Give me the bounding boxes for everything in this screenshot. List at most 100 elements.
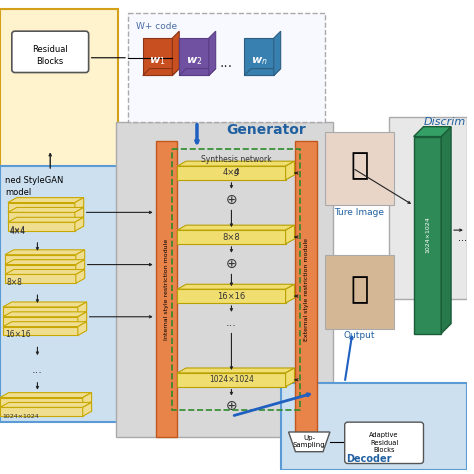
Polygon shape: [177, 166, 286, 180]
Polygon shape: [5, 274, 76, 283]
Polygon shape: [286, 284, 294, 303]
Text: 8×8: 8×8: [223, 233, 240, 241]
Text: Internal style restriction module: Internal style restriction module: [164, 238, 169, 340]
Polygon shape: [0, 402, 91, 407]
Polygon shape: [179, 69, 216, 75]
Bar: [155, 141, 177, 437]
Text: $\boldsymbol{w}_1$: $\boldsymbol{w}_1$: [149, 55, 166, 67]
Text: 👸: 👸: [350, 152, 369, 181]
Text: W+ code: W+ code: [136, 22, 177, 31]
Text: 8×8: 8×8: [7, 278, 23, 287]
Text: 1024×1024: 1024×1024: [2, 414, 39, 419]
Polygon shape: [5, 264, 76, 273]
Polygon shape: [3, 317, 78, 326]
Text: ...: ...: [226, 318, 237, 328]
Polygon shape: [5, 270, 85, 274]
Text: Decoder: Decoder: [346, 454, 392, 464]
Text: $\boldsymbol{w}_2$: $\boldsymbol{w}_2$: [186, 55, 202, 67]
Bar: [0, 166, 118, 422]
Text: 16×16: 16×16: [217, 292, 246, 301]
Polygon shape: [75, 198, 84, 211]
Polygon shape: [289, 432, 330, 452]
Polygon shape: [8, 212, 75, 221]
Text: Output: Output: [344, 331, 375, 340]
Text: ⊕: ⊕: [226, 400, 237, 413]
Bar: [116, 122, 333, 437]
Polygon shape: [173, 31, 179, 75]
Polygon shape: [8, 198, 84, 202]
Bar: [0, 9, 118, 171]
Polygon shape: [177, 284, 294, 289]
Text: 4×4: 4×4: [10, 226, 26, 235]
Polygon shape: [414, 127, 451, 137]
Polygon shape: [75, 217, 84, 231]
Bar: [325, 255, 394, 328]
Polygon shape: [177, 225, 294, 230]
Text: ...: ...: [32, 365, 43, 375]
Polygon shape: [8, 217, 84, 222]
Polygon shape: [177, 161, 294, 166]
Polygon shape: [177, 368, 294, 373]
Text: Discrim: Discrim: [423, 117, 466, 127]
Text: 4×4: 4×4: [223, 168, 240, 177]
Polygon shape: [3, 322, 87, 327]
Polygon shape: [3, 327, 78, 336]
Polygon shape: [286, 161, 294, 180]
Polygon shape: [286, 368, 294, 387]
Polygon shape: [209, 31, 216, 75]
Text: ⊕: ⊕: [226, 192, 237, 207]
Polygon shape: [244, 38, 274, 75]
Polygon shape: [78, 322, 87, 336]
Text: ned StyleGAN
model: ned StyleGAN model: [5, 176, 64, 197]
Text: Synthesis network: Synthesis network: [201, 155, 272, 164]
Polygon shape: [78, 312, 87, 326]
Text: 4×4: 4×4: [10, 227, 26, 236]
Polygon shape: [143, 38, 173, 75]
FancyBboxPatch shape: [12, 31, 89, 73]
Polygon shape: [0, 398, 83, 406]
Bar: [295, 141, 317, 437]
Polygon shape: [8, 202, 75, 211]
Polygon shape: [3, 312, 87, 317]
Polygon shape: [5, 255, 76, 264]
Polygon shape: [274, 31, 281, 75]
Polygon shape: [5, 250, 85, 255]
Polygon shape: [75, 208, 84, 221]
Polygon shape: [76, 250, 85, 264]
Text: ...: ...: [220, 55, 233, 70]
Polygon shape: [8, 222, 75, 231]
Text: Adaptive
Residual
Blocks: Adaptive Residual Blocks: [369, 432, 399, 453]
Text: Residual
Blocks: Residual Blocks: [32, 46, 68, 66]
Bar: [281, 383, 467, 470]
Polygon shape: [177, 230, 286, 244]
Bar: [414, 137, 441, 334]
Polygon shape: [83, 392, 91, 406]
Polygon shape: [179, 38, 209, 75]
Polygon shape: [177, 289, 286, 303]
Bar: [325, 132, 394, 206]
Polygon shape: [3, 302, 87, 307]
Polygon shape: [143, 69, 179, 75]
Text: Generator: Generator: [226, 123, 306, 137]
Text: Up-
Sampling: Up- Sampling: [293, 435, 326, 448]
Polygon shape: [0, 407, 83, 416]
Polygon shape: [0, 392, 91, 398]
FancyBboxPatch shape: [345, 422, 423, 464]
Polygon shape: [83, 402, 91, 416]
Bar: [389, 117, 467, 299]
Polygon shape: [244, 69, 281, 75]
Polygon shape: [5, 260, 85, 264]
Text: ...: ...: [458, 233, 467, 243]
Polygon shape: [8, 208, 84, 212]
Bar: [173, 149, 301, 410]
Text: 1024×1024: 1024×1024: [425, 217, 430, 254]
Text: g: g: [234, 166, 239, 175]
Polygon shape: [286, 225, 294, 244]
Text: External style restriction module: External style restriction module: [304, 237, 309, 341]
Polygon shape: [177, 373, 286, 387]
Polygon shape: [3, 307, 78, 316]
Text: 🧑: 🧑: [350, 275, 369, 304]
Bar: [128, 13, 325, 122]
Polygon shape: [76, 270, 85, 283]
Text: $\boldsymbol{w}_n$: $\boldsymbol{w}_n$: [251, 55, 267, 67]
